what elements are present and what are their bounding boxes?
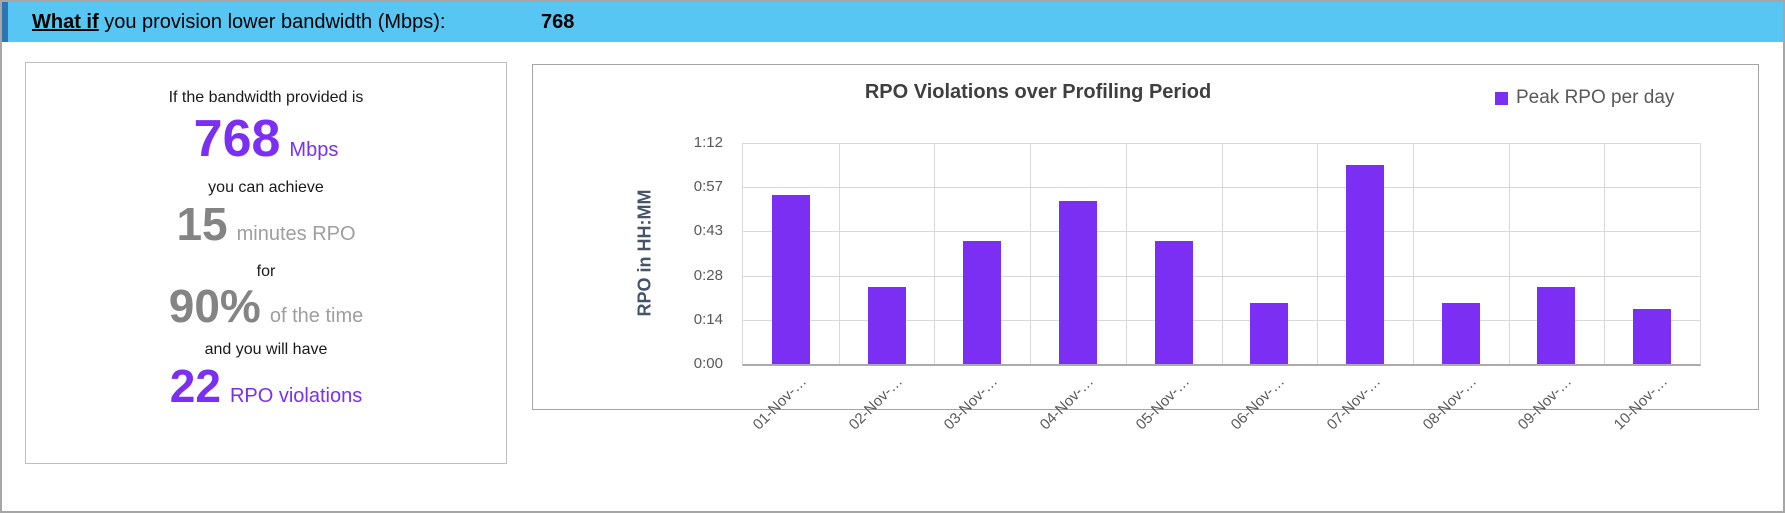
- plot-area: [742, 143, 1701, 366]
- summary-line-2: you can achieve: [208, 179, 324, 196]
- rpo-unit: minutes RPO: [236, 223, 356, 245]
- legend-label: Peak RPO per day: [1516, 87, 1675, 108]
- bar-06-Nov-…: [1250, 302, 1289, 364]
- percent-unit: of the time: [269, 305, 364, 327]
- what-if-label: What if: [32, 10, 99, 33]
- what-if-question: What if you provision lower bandwidth (M…: [32, 11, 445, 34]
- summary-line-3: for: [256, 263, 276, 280]
- bar-04-Nov-…: [1058, 201, 1097, 364]
- v-gridline: [1125, 143, 1127, 364]
- rpo-row: 15 minutes RPO: [26, 201, 506, 247]
- bar-09-Nov-…: [1537, 287, 1576, 364]
- y-tick-label: 0:43: [693, 222, 723, 240]
- x-tick-label: 10-Nov-…: [1610, 373, 1672, 434]
- y-tick-label: 0:00: [693, 355, 723, 372]
- v-gridline: [1030, 143, 1032, 364]
- rpo-value: 15: [176, 198, 228, 250]
- y-axis-title: RPO in HH:MM: [634, 189, 655, 317]
- y-tick-label: 0:14: [693, 310, 723, 328]
- y-tick-label: 0:57: [693, 178, 723, 196]
- rpo-violations-chart-card: RPO Violations over Profiling Period Pea…: [532, 64, 1759, 433]
- bandwidth-unit: Mbps: [289, 139, 339, 161]
- bar-10-Nov-…: [1633, 308, 1672, 364]
- violations-unit: RPO violations: [229, 385, 363, 407]
- bar-07-Nov-…: [1346, 164, 1385, 364]
- bar-05-Nov-…: [1154, 241, 1193, 364]
- y-tick-label: 0:28: [693, 266, 723, 284]
- v-gridline: [1317, 143, 1319, 364]
- chart-title: RPO Violations over Profiling Period: [864, 81, 1212, 103]
- what-if-header-bar: What if you provision lower bandwidth (M…: [2, 2, 1783, 42]
- bar-03-Nov-…: [963, 241, 1002, 364]
- summary-line-1: If the bandwidth provided is: [168, 89, 364, 106]
- violations-value: 22: [169, 360, 221, 412]
- chart-legend: Peak RPO per day: [1495, 87, 1674, 109]
- bar-08-Nov-…: [1441, 302, 1480, 364]
- summary-card: If the bandwidth provided is 768 Mbps yo…: [25, 62, 507, 464]
- v-gridline: [1221, 143, 1223, 364]
- bar-02-Nov-…: [867, 287, 906, 364]
- bandwidth-value: 768: [193, 110, 281, 168]
- bandwidth-row: 768 Mbps: [26, 113, 506, 165]
- bandwidth-input-value[interactable]: 768: [541, 10, 575, 33]
- v-gridline: [838, 143, 840, 364]
- percent-value: 90%: [168, 280, 261, 332]
- v-gridline: [1508, 143, 1510, 364]
- legend-swatch-icon: [1495, 91, 1508, 105]
- bar-01-Nov-…: [771, 195, 810, 364]
- violations-row: 22 RPO violations: [26, 363, 506, 409]
- percent-row: 90% of the time: [26, 283, 506, 329]
- what-if-question-rest: you provision lower bandwidth (Mbps):: [98, 10, 446, 33]
- v-gridline: [1604, 143, 1606, 364]
- summary-line-4: and you will have: [204, 341, 328, 358]
- v-gridline: [934, 143, 936, 364]
- y-tick-label: 1:12: [693, 134, 723, 151]
- v-gridline: [1412, 143, 1414, 364]
